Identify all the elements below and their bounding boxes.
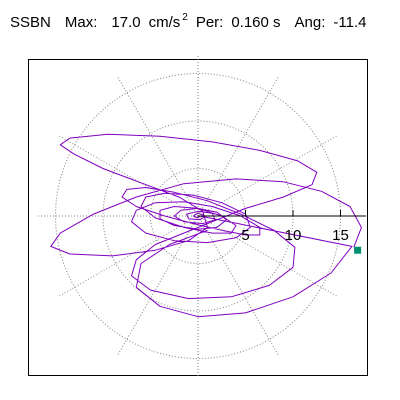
period-value: 0.160 s (231, 14, 281, 31)
grid-spoke (197, 134, 339, 217)
angle-value: -11.4 (333, 14, 367, 31)
max-value: 17.0 (111, 14, 141, 31)
motion-trace (50, 133, 362, 318)
period-label: Per: (195, 14, 224, 31)
max-unit: cm/s (148, 14, 181, 31)
radial-tick-label: 10 (285, 227, 302, 244)
grid-spoke (57, 134, 199, 217)
end-marker (354, 246, 362, 254)
max-label: Max: (64, 14, 98, 31)
chart-header: SSBN Max: 17.0 cm/s 2 Per: 0.160 s Ang: -… (10, 12, 367, 34)
radial-tick-label: 5 (241, 227, 249, 244)
station-code: SSBN (10, 14, 51, 31)
angle-label: Ang: (294, 14, 326, 31)
grid-spoke (197, 215, 339, 298)
max-unit-exponent: 2 (182, 12, 188, 23)
radial-tick-label: 15 (332, 227, 349, 244)
grid-spoke (57, 215, 199, 298)
grid-spoke (116, 215, 199, 357)
